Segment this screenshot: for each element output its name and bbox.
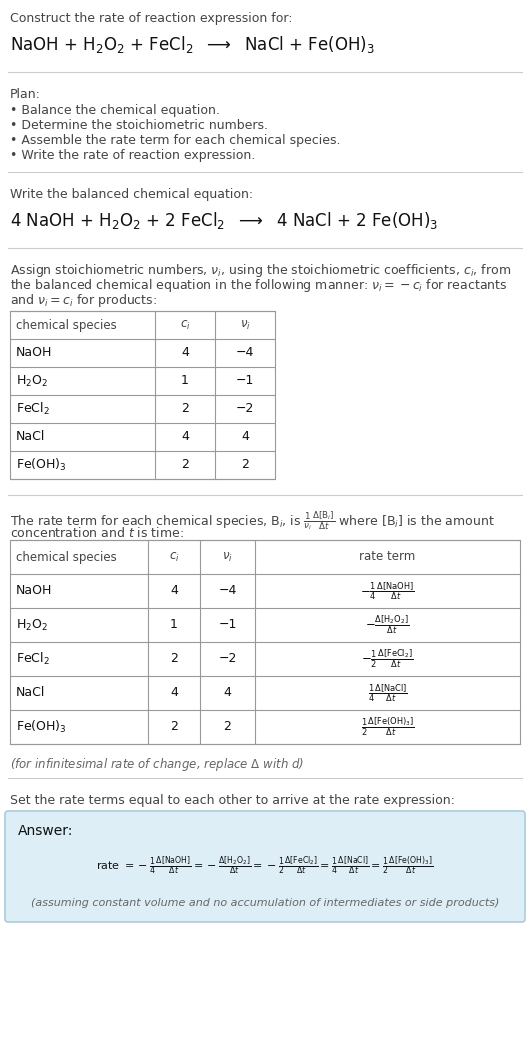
Text: 4: 4 — [170, 585, 178, 597]
Text: −2: −2 — [236, 402, 254, 416]
Text: 4: 4 — [170, 687, 178, 699]
Text: 2: 2 — [224, 720, 232, 734]
Text: 4: 4 — [224, 687, 232, 699]
Text: 4: 4 — [241, 430, 249, 444]
Text: chemical species: chemical species — [16, 550, 117, 564]
Text: FeCl$_2$: FeCl$_2$ — [16, 401, 50, 417]
Text: $c_i$: $c_i$ — [180, 319, 190, 331]
Text: $-\frac{\Delta[\text{H}_2\text{O}_2]}{\Delta t}$: $-\frac{\Delta[\text{H}_2\text{O}_2]}{\D… — [365, 614, 410, 637]
Text: NaOH + H$_2$O$_2$ + FeCl$_2$  $\longrightarrow$  NaCl + Fe(OH)$_3$: NaOH + H$_2$O$_2$ + FeCl$_2$ $\longright… — [10, 34, 375, 55]
Text: −1: −1 — [218, 619, 237, 631]
Text: • Assemble the rate term for each chemical species.: • Assemble the rate term for each chemic… — [10, 134, 340, 147]
Text: 2: 2 — [181, 402, 189, 416]
Text: H$_2$O$_2$: H$_2$O$_2$ — [16, 373, 48, 389]
Text: (for infinitesimal rate of change, replace $\Delta$ with $d$): (for infinitesimal rate of change, repla… — [10, 756, 304, 773]
Text: $c_i$: $c_i$ — [169, 550, 179, 564]
Text: −2: −2 — [218, 652, 237, 666]
Text: H$_2$O$_2$: H$_2$O$_2$ — [16, 618, 48, 632]
Text: 4: 4 — [181, 430, 189, 444]
Text: 2: 2 — [181, 458, 189, 471]
Text: $\nu_i$: $\nu_i$ — [240, 319, 250, 331]
Text: 4: 4 — [181, 347, 189, 359]
Text: −4: −4 — [236, 347, 254, 359]
Text: 2: 2 — [170, 720, 178, 734]
Text: 4 NaOH + H$_2$O$_2$ + 2 FeCl$_2$  $\longrightarrow$  4 NaCl + 2 Fe(OH)$_3$: 4 NaOH + H$_2$O$_2$ + 2 FeCl$_2$ $\longr… — [10, 210, 438, 231]
Text: Fe(OH)$_3$: Fe(OH)$_3$ — [16, 457, 67, 473]
Text: 2: 2 — [241, 458, 249, 471]
FancyBboxPatch shape — [5, 811, 525, 922]
Bar — [10, 540, 520, 744]
Text: NaCl: NaCl — [16, 430, 46, 444]
Text: Assign stoichiometric numbers, $\nu_i$, using the stoichiometric coefficients, $: Assign stoichiometric numbers, $\nu_i$, … — [10, 262, 511, 279]
Text: Set the rate terms equal to each other to arrive at the rate expression:: Set the rate terms equal to each other t… — [10, 794, 455, 807]
Text: The rate term for each chemical species, B$_i$, is $\frac{1}{\nu_i}\frac{\Delta[: The rate term for each chemical species,… — [10, 508, 495, 531]
Text: Write the balanced chemical equation:: Write the balanced chemical equation: — [10, 188, 253, 201]
Text: NaOH: NaOH — [16, 585, 52, 597]
Text: $\frac{1}{2}\frac{\Delta[\text{Fe(OH)}_3]}{\Delta t}$: $\frac{1}{2}\frac{\Delta[\text{Fe(OH)}_3… — [361, 716, 414, 738]
Text: 1: 1 — [181, 374, 189, 388]
Text: rate $= -\frac{1}{4}\frac{\Delta[\text{NaOH}]}{\Delta t}= -\frac{\Delta[\text{H}: rate $= -\frac{1}{4}\frac{\Delta[\text{N… — [96, 854, 434, 877]
Text: $-\frac{1}{4}\frac{\Delta[\text{NaOH}]}{\Delta t}$: $-\frac{1}{4}\frac{\Delta[\text{NaOH}]}{… — [360, 580, 414, 602]
Text: NaCl: NaCl — [16, 687, 46, 699]
Text: −4: −4 — [218, 585, 237, 597]
Text: Fe(OH)$_3$: Fe(OH)$_3$ — [16, 719, 67, 735]
Text: • Write the rate of reaction expression.: • Write the rate of reaction expression. — [10, 149, 255, 162]
Text: (assuming constant volume and no accumulation of intermediates or side products): (assuming constant volume and no accumul… — [31, 898, 499, 908]
Text: the balanced chemical equation in the following manner: $\nu_i = -c_i$ for react: the balanced chemical equation in the fo… — [10, 277, 508, 294]
Text: chemical species: chemical species — [16, 319, 117, 331]
Text: • Determine the stoichiometric numbers.: • Determine the stoichiometric numbers. — [10, 119, 268, 132]
Text: $-\frac{1}{2}\frac{\Delta[\text{FeCl}_2]}{\Delta t}$: $-\frac{1}{2}\frac{\Delta[\text{FeCl}_2]… — [361, 648, 414, 670]
Text: Plan:: Plan: — [10, 88, 41, 101]
Text: Answer:: Answer: — [18, 824, 73, 838]
Text: NaOH: NaOH — [16, 347, 52, 359]
Text: $\nu_i$: $\nu_i$ — [222, 550, 233, 564]
Text: concentration and $t$ is time:: concentration and $t$ is time: — [10, 526, 184, 540]
Bar — [10, 311, 275, 479]
Text: $\frac{1}{4}\frac{\Delta[\text{NaCl}]}{\Delta t}$: $\frac{1}{4}\frac{\Delta[\text{NaCl}]}{\… — [367, 683, 408, 703]
Text: 1: 1 — [170, 619, 178, 631]
Text: Construct the rate of reaction expression for:: Construct the rate of reaction expressio… — [10, 13, 293, 25]
Text: • Balance the chemical equation.: • Balance the chemical equation. — [10, 104, 220, 117]
Text: −1: −1 — [236, 374, 254, 388]
Text: and $\nu_i = c_i$ for products:: and $\nu_i = c_i$ for products: — [10, 292, 157, 309]
Text: rate term: rate term — [359, 550, 416, 564]
Text: 2: 2 — [170, 652, 178, 666]
Text: FeCl$_2$: FeCl$_2$ — [16, 651, 50, 667]
